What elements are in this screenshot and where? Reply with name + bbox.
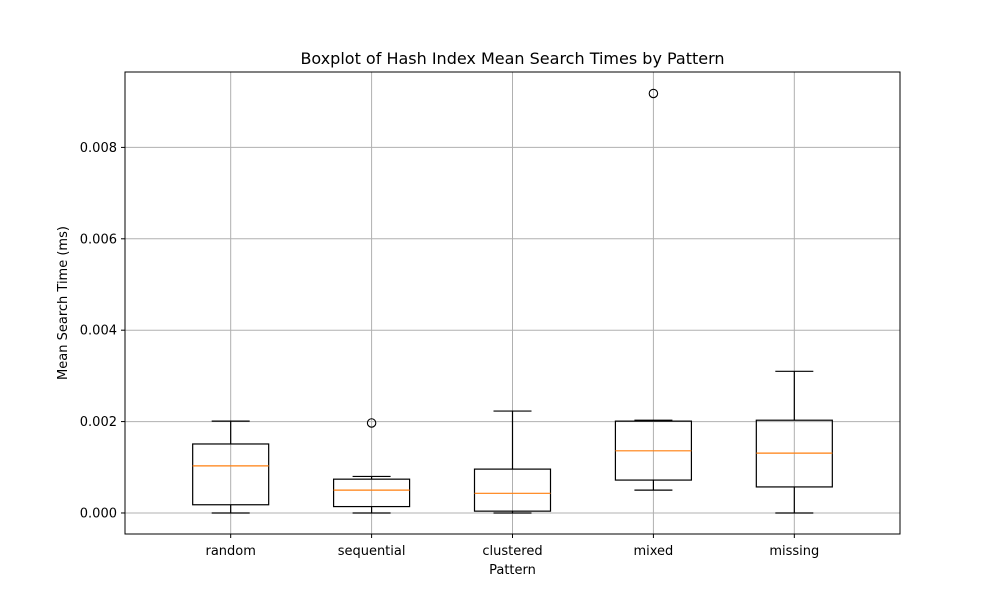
x-tick-label-random: random bbox=[205, 544, 255, 559]
box-missing bbox=[755, 370, 833, 514]
x-axis-ticks: random sequential clustered mixed missing bbox=[205, 534, 819, 559]
iqr-box bbox=[473, 468, 552, 512]
chart-title: Boxplot of Hash Index Mean Search Times … bbox=[300, 49, 724, 68]
outlier-point bbox=[366, 418, 377, 428]
box-clustered bbox=[473, 410, 552, 514]
x-axis-label: Pattern bbox=[489, 563, 536, 578]
y-tick-label: 0.006 bbox=[80, 232, 117, 247]
iqr-box bbox=[332, 478, 411, 508]
y-tick-label: 0.008 bbox=[80, 141, 117, 156]
y-axis-ticks: 0.000 0.002 0.004 0.006 0.008 bbox=[80, 141, 125, 521]
iqr-box bbox=[192, 443, 270, 506]
y-tick-label: 0.004 bbox=[80, 324, 117, 339]
x-tick-label-clustered: clustered bbox=[482, 544, 542, 559]
y-tick-label: 0.002 bbox=[80, 415, 117, 430]
x-tick-label-missing: missing bbox=[769, 544, 819, 559]
y-axis-label: Mean Search Time (ms) bbox=[56, 226, 71, 380]
x-tick-label-mixed: mixed bbox=[633, 544, 673, 559]
boxes-layer bbox=[192, 88, 833, 514]
box-sequential bbox=[332, 418, 411, 514]
x-tick-label-sequential: sequential bbox=[338, 544, 406, 559]
grid-layer bbox=[125, 72, 900, 534]
outlier-point bbox=[648, 88, 659, 99]
y-tick-label: 0.000 bbox=[80, 506, 117, 521]
box-mixed bbox=[614, 88, 693, 491]
box-random bbox=[192, 420, 270, 514]
